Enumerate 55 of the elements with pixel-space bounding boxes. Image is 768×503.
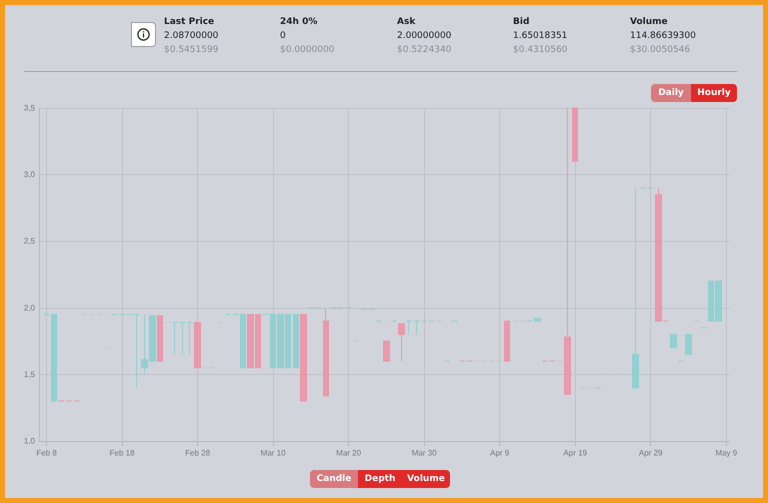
text: $0.5224340 (397, 44, 452, 57)
x-tick-label: Mar 10 (260, 448, 286, 458)
text: Volume (630, 16, 669, 29)
candlestick (323, 307, 329, 396)
text: Daily (651, 84, 691, 102)
text: $0.0000000 (280, 44, 334, 57)
text: Ask (397, 16, 416, 29)
candlestick (293, 314, 299, 368)
y-tick-label: 3,5 (24, 104, 36, 112)
text: $0.5451599 (164, 44, 218, 57)
text: 2.00000000 (397, 30, 452, 43)
text: Depth (358, 470, 402, 488)
candlestick (632, 187, 639, 388)
candlestick (172, 322, 178, 355)
y-tick-label: 3,0 (24, 170, 36, 180)
candlestick (670, 334, 677, 348)
text: Volume (402, 470, 450, 488)
candlestick (564, 108, 571, 395)
candlestick (187, 322, 193, 355)
x-tick-label: Feb 28 (185, 448, 211, 458)
candlestick (413, 320, 420, 335)
text: 0 (280, 30, 287, 43)
text: Last Price (164, 16, 216, 29)
x-tick-label: Apr 29 (638, 448, 664, 458)
x-tick-label: Mar 20 (336, 448, 362, 458)
candlestick (572, 108, 578, 162)
candlestick (398, 323, 405, 362)
text: 2.08700000 (164, 30, 218, 43)
x-tick-label: May 9 (715, 448, 738, 458)
x-tick-label: Feb 8 (36, 448, 58, 458)
text: 24h 0% (280, 16, 318, 29)
text: Hourly (691, 84, 737, 102)
y-tick-label: 1,0 (24, 436, 36, 446)
x-tick-label: Feb 18 (110, 448, 136, 458)
x-tick-label: Apr 19 (563, 448, 588, 458)
candlestick (685, 334, 692, 355)
candlestick (179, 322, 186, 355)
candlestick (383, 340, 390, 362)
candlestick (134, 314, 140, 388)
x-tick-label: Mar 30 (412, 448, 438, 458)
text: 1.65018351 (513, 30, 568, 43)
y-tick-label: 1,5 (24, 370, 36, 379)
candlestick (157, 315, 163, 362)
y-tick-label: 2,0 (24, 303, 36, 312)
text: $30.0050546 (630, 44, 692, 57)
candlestick (194, 322, 201, 368)
candlestick (300, 314, 307, 402)
candlestick (504, 320, 510, 362)
text: 114.86639300 (630, 30, 696, 43)
text: Bid (513, 16, 530, 29)
text: Candle (310, 470, 358, 488)
candlestick (406, 320, 412, 335)
y-tick-label: 2,5 (24, 236, 36, 246)
text: $0.4310560 (513, 44, 568, 57)
x-tick-label: Apr 9 (490, 448, 510, 458)
